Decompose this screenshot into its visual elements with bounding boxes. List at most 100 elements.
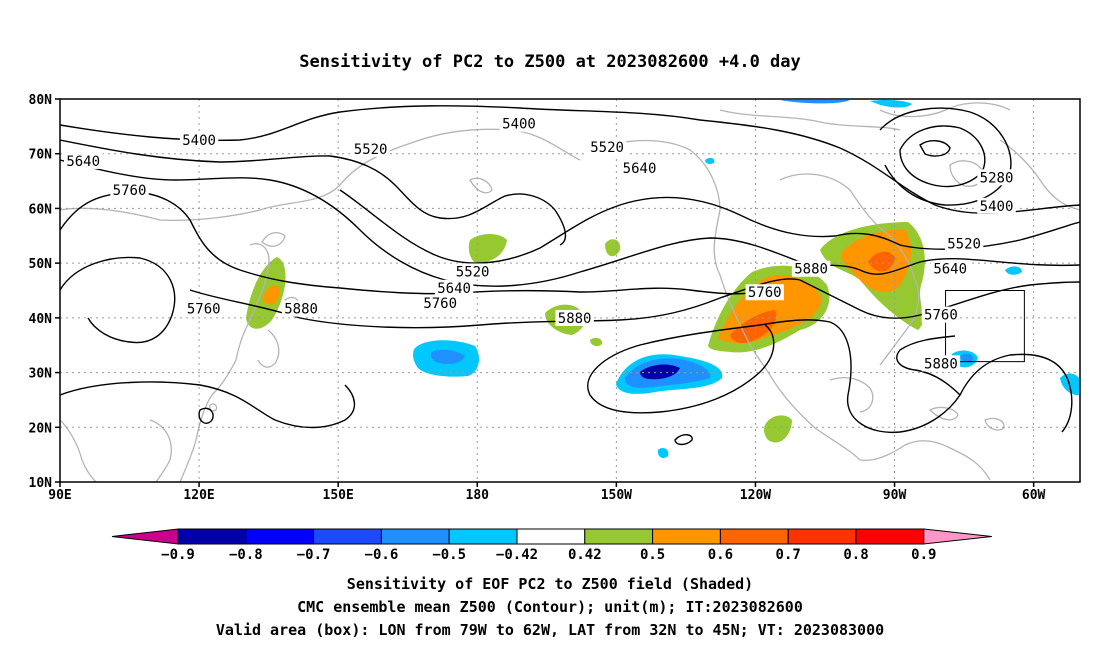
coastline bbox=[829, 377, 874, 413]
coastline bbox=[179, 359, 237, 482]
contour-label: 5760 bbox=[423, 296, 457, 312]
lon-tick-label: 150W bbox=[601, 488, 632, 503]
contour-label-bg bbox=[453, 263, 492, 280]
contour-label-bg bbox=[977, 169, 1016, 186]
lat-tick-label: 10N bbox=[29, 476, 53, 491]
colorbar: −0.9 −0.8 −0.7 −0.6 −0.5 −0.42 0.42 0.5 0.6 0.7 0.… bbox=[111, 528, 992, 563]
sensitivity-region bbox=[1005, 266, 1022, 275]
contour-label: 5520 bbox=[947, 237, 981, 253]
lon-tick-label: 90E bbox=[48, 488, 71, 503]
coastline bbox=[928, 406, 959, 421]
contour-label: 5880 bbox=[284, 302, 318, 318]
sensitivity-region bbox=[430, 349, 465, 364]
contour-label: 5640 bbox=[623, 161, 657, 177]
contour-label: 5520 bbox=[456, 264, 490, 280]
colorbar-label: −0.5 bbox=[432, 547, 466, 563]
contour-label: 5880 bbox=[794, 262, 828, 278]
contour-label: 5760 bbox=[187, 302, 221, 318]
sensitivity-region bbox=[640, 364, 680, 380]
footer-line-3: Valid area (box): LON from 79W to 62W, L… bbox=[216, 621, 884, 639]
sensitivity-region bbox=[960, 353, 974, 363]
longitude-axis: 90E 120E 150E 180 150W 120W 90W 60W bbox=[48, 482, 1046, 503]
coastline bbox=[261, 231, 286, 247]
colorbar-label: 0.5 bbox=[640, 547, 665, 563]
lat-tick-label: 70N bbox=[29, 148, 53, 163]
coastline bbox=[589, 139, 721, 276]
coastline bbox=[149, 419, 172, 482]
lat-tick-label: 80N bbox=[29, 93, 53, 108]
contour-label-bg bbox=[420, 295, 460, 312]
contour-label-bg bbox=[499, 115, 539, 132]
colorbar-segment bbox=[313, 528, 382, 545]
contour-label-bg bbox=[110, 181, 149, 198]
lon-tick-label: 120E bbox=[183, 488, 214, 503]
map-frame bbox=[59, 98, 1081, 483]
contour-label-bg bbox=[184, 300, 223, 317]
sensitivity-region bbox=[657, 448, 669, 458]
coastline bbox=[984, 417, 1005, 431]
colorbar-label: 0.42 bbox=[568, 547, 602, 563]
colorbar-label: −0.42 bbox=[496, 547, 538, 563]
valid-area-box bbox=[945, 290, 1025, 363]
colorbar-segment bbox=[516, 528, 586, 545]
contour-label-bg bbox=[921, 355, 961, 372]
sensitivity-region bbox=[868, 251, 895, 272]
z500-contours bbox=[60, 105, 1080, 446]
contour-label: 5760 bbox=[924, 308, 958, 324]
z500-contour-line bbox=[60, 159, 1080, 287]
contour-label-bg bbox=[179, 132, 219, 149]
z500-contour-line bbox=[60, 191, 771, 295]
z500-contour-line bbox=[60, 381, 356, 429]
contour-label: 5640 bbox=[66, 154, 100, 170]
footer-line-1: Sensitivity of EOF PC2 to Z500 field (Sh… bbox=[347, 575, 753, 593]
lat-tick-label: 60N bbox=[29, 202, 53, 217]
lat-tick-label: 50N bbox=[29, 257, 53, 272]
colorbar-label: −0.7 bbox=[297, 547, 331, 563]
coastline bbox=[879, 279, 920, 366]
footer-line-2: CMC ensemble mean Z500 (Contour); unit(m… bbox=[297, 598, 803, 616]
z500-contour-line bbox=[198, 407, 214, 424]
colorbar-label: 0.7 bbox=[776, 547, 801, 563]
contour-label: 5880 bbox=[558, 311, 592, 327]
contour-label-bg bbox=[944, 235, 984, 252]
coastline bbox=[235, 243, 270, 361]
lat-tick-label: 40N bbox=[29, 312, 53, 327]
colorbar-label: 0.8 bbox=[843, 547, 868, 563]
z500-contour-line bbox=[919, 140, 951, 157]
coastline bbox=[469, 177, 493, 194]
lon-tick-label: 120W bbox=[740, 488, 771, 503]
contour-label-bg bbox=[351, 140, 390, 157]
sensitivity-region bbox=[870, 100, 912, 108]
colorbar-segment bbox=[855, 528, 925, 545]
coastline bbox=[999, 139, 1080, 211]
figure-title: Sensitivity of PC2 to Z500 at 2023082600… bbox=[299, 52, 801, 72]
colorbar-segment bbox=[380, 528, 450, 545]
contour-label-bg bbox=[977, 197, 1016, 214]
coastline bbox=[779, 173, 916, 281]
colorbar-label: 0.6 bbox=[708, 547, 733, 563]
z500-contour-line bbox=[60, 256, 176, 344]
contour-label-bg bbox=[745, 284, 784, 301]
sensitivity-region bbox=[262, 285, 280, 305]
contour-label-bg bbox=[587, 139, 627, 156]
z500-contour-line bbox=[587, 319, 1073, 434]
contour-label: 5760 bbox=[113, 183, 147, 199]
lon-tick-label: 150E bbox=[323, 488, 354, 503]
lon-tick-label: 180 bbox=[466, 488, 490, 503]
contour-label: 5400 bbox=[980, 199, 1014, 215]
coastline bbox=[257, 329, 280, 368]
colorbar-extend-low bbox=[111, 528, 179, 545]
contour-label-bg bbox=[791, 260, 831, 277]
coastline bbox=[719, 274, 861, 461]
colorbar-extend-high bbox=[923, 528, 992, 545]
z500-contour-line bbox=[896, 335, 961, 396]
sensitivity-region bbox=[730, 310, 777, 344]
contour-label-bg bbox=[921, 306, 961, 323]
sensitivity-region bbox=[764, 415, 792, 443]
contour-label: 5640 bbox=[933, 262, 967, 278]
contour-label: 5760 bbox=[748, 285, 782, 301]
contour-label-bg bbox=[63, 152, 103, 169]
colorbar-label: −0.6 bbox=[365, 547, 399, 563]
